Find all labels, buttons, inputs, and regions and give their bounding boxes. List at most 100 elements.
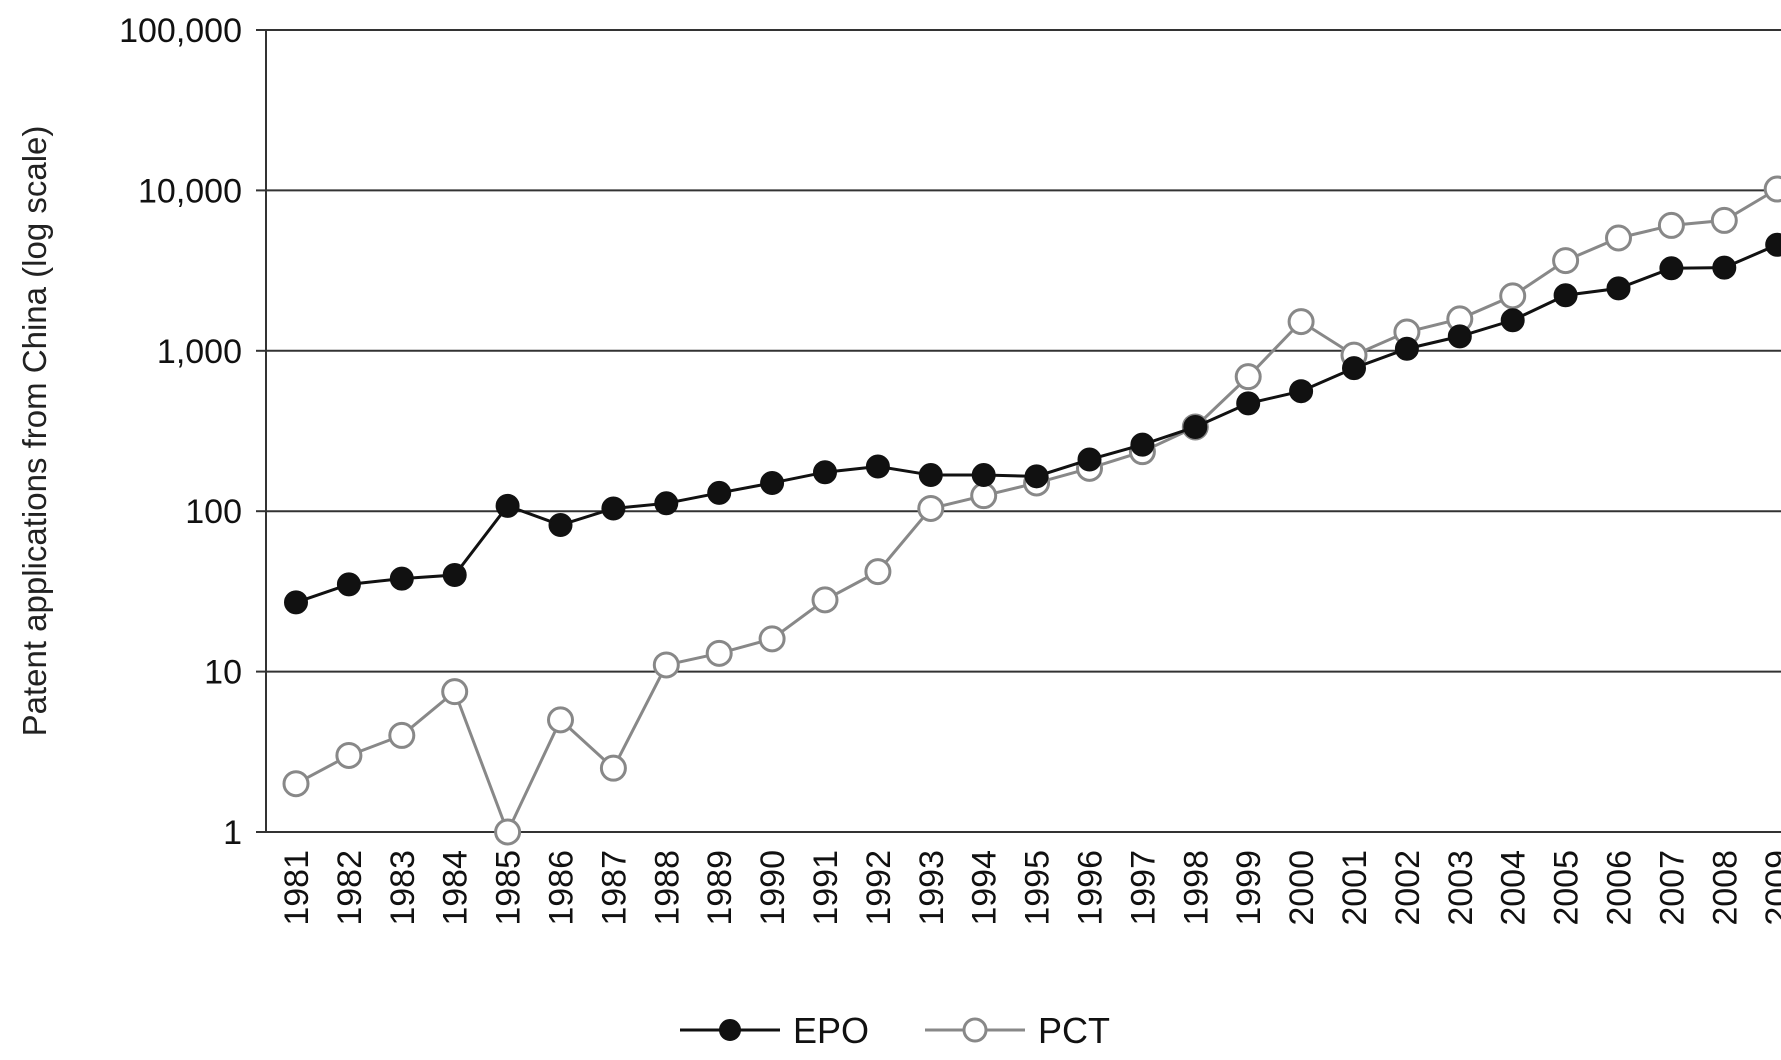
y-tick-label: 1 (223, 814, 242, 852)
data-point-pct (599, 754, 627, 782)
data-point-pct (864, 558, 892, 586)
x-tick-label: 2004 (1495, 850, 1533, 926)
data-point-pct (758, 625, 786, 653)
y-axis-title: Patent applications from China (log scal… (16, 126, 53, 737)
data-point-epo (1130, 432, 1155, 457)
data-point-epo (918, 463, 943, 488)
data-point-epo (1394, 336, 1419, 361)
data-point-epo (1500, 308, 1525, 333)
x-tick-label: 1997 (1124, 850, 1162, 926)
x-tick-label: 2007 (1653, 850, 1691, 926)
data-point-epo (865, 454, 890, 479)
data-point-epo (1659, 256, 1684, 281)
x-tick-label: 1990 (754, 850, 792, 926)
x-tick-label: 1991 (807, 850, 845, 926)
x-tick-label: 1982 (331, 850, 369, 926)
y-tick-label: 100 (185, 493, 242, 531)
x-tick-label: 2008 (1706, 850, 1744, 926)
data-point-pct (441, 678, 469, 706)
data-point-epo (601, 496, 626, 521)
data-point-epo (442, 563, 467, 588)
data-point-epo (1765, 232, 1781, 257)
y-tick-label: 1,000 (157, 333, 242, 371)
legend: EPO PCT (680, 1010, 1110, 1051)
x-tick-label: 1993 (913, 850, 951, 926)
x-tick-label: 1995 (1019, 850, 1057, 926)
x-tick-label: 2002 (1389, 850, 1427, 926)
data-point-epo (1342, 356, 1366, 381)
x-tick-label: 2009 (1759, 850, 1781, 926)
data-point-pct (970, 482, 998, 510)
data-point-pct (1499, 282, 1527, 310)
x-tick-label: 1996 (1072, 850, 1110, 926)
x-tick-label: 1992 (860, 850, 898, 926)
x-tick-label: 1983 (384, 850, 422, 926)
data-point-epo (1024, 464, 1049, 489)
data-point-pct (1605, 224, 1632, 252)
x-tick-label: 2003 (1442, 850, 1480, 926)
data-point-pct (811, 586, 839, 614)
y-tick-label: 10,000 (138, 172, 242, 210)
data-point-pct (1552, 247, 1580, 275)
x-tick-label: 1994 (966, 850, 1004, 926)
x-tick-label: 2001 (1336, 850, 1374, 926)
data-point-epo (813, 460, 837, 485)
data-point-epo (1183, 414, 1208, 439)
x-tick-label: 1999 (1230, 850, 1268, 926)
y-tick-label: 100,000 (119, 12, 242, 50)
x-tick-label: 2005 (1548, 850, 1586, 926)
data-point-epo (1077, 447, 1102, 472)
x-tick-label: 1989 (701, 850, 739, 926)
legend-item-pct: PCT (925, 1010, 1110, 1051)
series-epo (284, 232, 1781, 615)
x-tick-label: 1981 (278, 850, 316, 926)
data-point-pct (1763, 175, 1781, 203)
data-point-pct (1657, 211, 1685, 239)
data-point-epo (389, 566, 414, 591)
x-axis-ticks: 1981 1982 1983 1984 1985 1986 1987 1988 1989 1990… (278, 850, 1781, 926)
data-point-pct (388, 721, 416, 749)
data-point-epo (971, 463, 996, 488)
data-point-epo (284, 590, 308, 615)
data-point-pct (547, 706, 574, 734)
x-tick-label: 1988 (648, 850, 686, 926)
data-point-epo (654, 491, 679, 516)
x-tick-label: 1998 (1177, 850, 1215, 926)
legend-marker (719, 1019, 741, 1041)
data-point-epo (1447, 324, 1472, 349)
data-point-pct (1234, 363, 1262, 391)
data-point-pct (1287, 308, 1315, 336)
data-point-pct (494, 818, 522, 846)
data-point-epo (495, 493, 520, 518)
data-point-epo (548, 513, 573, 538)
x-tick-label: 2000 (1283, 850, 1321, 926)
data-point-epo (760, 470, 785, 495)
data-point-epo (1553, 283, 1578, 308)
data-point-pct (705, 639, 733, 667)
x-tick-label: 1984 (437, 850, 475, 926)
y-axis-ticks: 1 10 100 1,000 10,000 100,000 (119, 12, 266, 852)
y-tick-label: 10 (204, 654, 242, 692)
legend-item-epo: EPO (680, 1010, 869, 1051)
data-point-pct (335, 741, 363, 769)
series-layer (282, 175, 1781, 846)
x-tick-label: 1986 (543, 850, 581, 926)
data-point-epo (1236, 391, 1261, 416)
data-point-pct (652, 651, 680, 679)
legend-label: EPO (793, 1010, 869, 1051)
gridlines (266, 29, 1781, 833)
data-point-epo (707, 480, 732, 505)
data-point-epo (1712, 255, 1737, 280)
x-tick-label: 1987 (595, 850, 633, 926)
x-tick-label: 2006 (1601, 850, 1639, 926)
legend-marker (962, 1017, 988, 1043)
x-tick-label: 1985 (490, 850, 528, 926)
data-point-pct (282, 770, 310, 798)
data-point-epo (1606, 276, 1631, 301)
legend-label: PCT (1038, 1010, 1110, 1051)
data-point-pct (917, 494, 945, 522)
data-point-epo (336, 572, 361, 597)
data-point-pct (1710, 206, 1738, 234)
data-point-epo (1289, 379, 1314, 404)
